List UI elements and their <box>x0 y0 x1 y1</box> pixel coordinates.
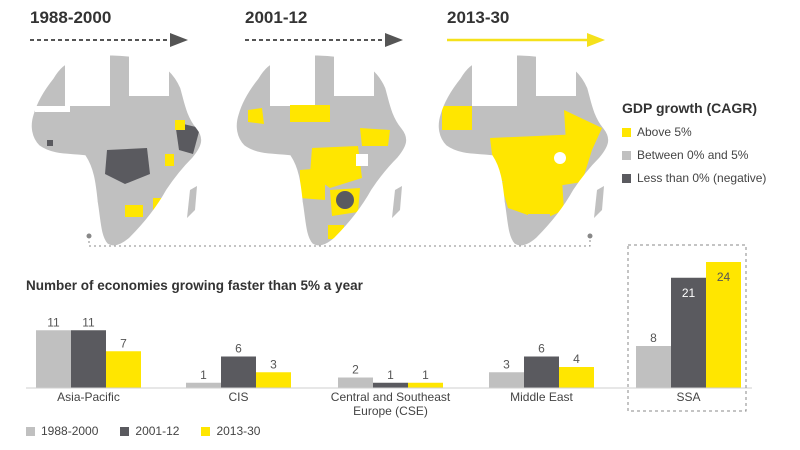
solid-arrow-icon <box>447 33 605 47</box>
africa-map-2013-30 <box>437 53 610 247</box>
series-legend-label: 2013-30 <box>216 424 261 438</box>
bar <box>373 382 408 388</box>
series-legend-item: 2001-12 <box>120 424 179 438</box>
bar-value-label: 4 <box>573 352 580 366</box>
dark-gray-swatch-icon <box>120 426 130 436</box>
bar <box>106 351 141 388</box>
series-legend: 1988-2000 2001-12 2013-30 <box>26 424 282 438</box>
series-legend-label: 2001-12 <box>135 424 180 438</box>
bar <box>489 372 524 388</box>
bar <box>524 356 559 388</box>
period-label: 1988-2000 <box>30 8 112 27</box>
bar-value-label: 8 <box>650 331 657 345</box>
map-legend-label: Less than 0% (negative) <box>637 171 767 185</box>
period-label: 2001-12 <box>245 8 308 27</box>
bar <box>706 262 741 388</box>
bar <box>186 382 221 388</box>
bar <box>256 372 291 388</box>
map-legend-item-negative: Less than 0% (negative) <box>622 171 792 185</box>
chart-title: Number of economies growing faster than … <box>26 278 363 293</box>
bar-value-label: 1 <box>422 368 429 382</box>
map-legend-item-above-5: Above 5% <box>622 125 792 139</box>
bar-value-label: 21 <box>682 286 696 300</box>
bar-value-label: 2 <box>352 363 359 377</box>
series-legend-item: 2013-30 <box>201 424 260 438</box>
bar <box>71 330 106 388</box>
bar <box>338 377 373 388</box>
bar-value-label: 11 <box>82 315 95 329</box>
map-legend-label: Between 0% and 5% <box>637 148 749 162</box>
category-label: SSA <box>676 390 700 404</box>
africa-map-2001-12 <box>235 53 408 247</box>
bar-value-label: 11 <box>47 315 60 329</box>
series-legend-item: 1988-2000 <box>26 424 98 438</box>
africa-map-1988-2000 <box>30 53 203 247</box>
map-legend-item-between: Between 0% and 5% <box>622 148 792 162</box>
bar-value-label: 3 <box>270 357 277 371</box>
category-label: CIS <box>228 390 248 404</box>
bar <box>221 356 256 388</box>
yellow-swatch-icon <box>201 426 211 436</box>
bar <box>636 346 671 388</box>
category-label: Middle East <box>510 390 573 404</box>
bar <box>671 277 706 388</box>
dark-gray-swatch-icon <box>622 173 631 183</box>
gray-swatch-icon <box>622 150 631 160</box>
bar-value-label: 7 <box>120 336 127 350</box>
category-label: Central and Southeast Europe (CSE) <box>331 390 451 418</box>
map-legend-label: Above 5% <box>637 125 692 139</box>
bar-value-label: 1 <box>200 368 207 382</box>
series-legend-label: 1988-2000 <box>41 424 99 438</box>
dotted-arrow-icon <box>30 33 188 47</box>
bar-value-label: 1 <box>387 368 394 382</box>
ssa-highlight-box <box>627 244 747 412</box>
bar <box>559 367 594 388</box>
bar <box>36 330 71 388</box>
category-label: Asia-Pacific <box>57 390 120 404</box>
bar-value-label: 24 <box>717 270 731 284</box>
bar-value-label: 6 <box>538 342 545 356</box>
map-legend: GDP growth (CAGR) Above 5% Between 0% an… <box>622 100 792 185</box>
bar-value-label: 3 <box>503 357 510 371</box>
bar-value-label: 6 <box>235 342 242 356</box>
yellow-swatch-icon <box>622 127 631 137</box>
map-legend-title: GDP growth (CAGR) <box>622 100 758 116</box>
dotted-arrow-icon <box>245 33 403 47</box>
gray-swatch-icon <box>26 426 35 436</box>
period-label: 2013-30 <box>447 8 510 27</box>
bar <box>408 382 443 388</box>
